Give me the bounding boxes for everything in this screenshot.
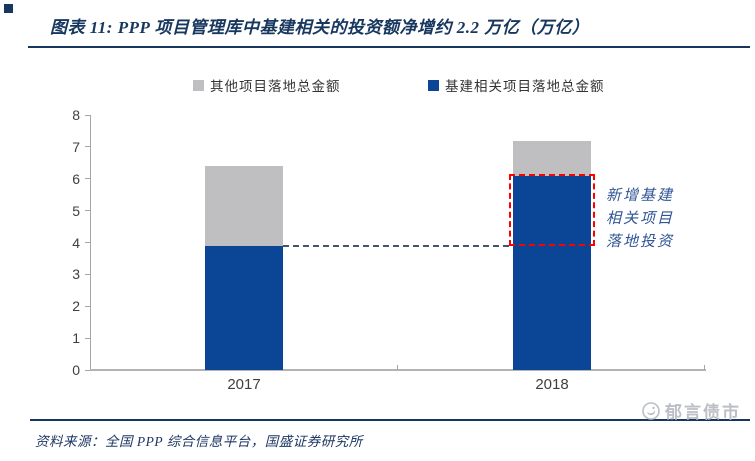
y-tick-label: 0	[72, 362, 80, 378]
legend-label-infra-projects: 基建相关项目落地总金额	[445, 79, 605, 94]
figure-title: 图表 11: PPP 项目管理库中基建相关的投资额净增约 2.2 万亿（万亿）	[50, 18, 590, 37]
y-tick	[85, 178, 90, 180]
y-tick	[85, 242, 90, 243]
y-tick	[85, 305, 90, 307]
bar-2017-other	[205, 166, 283, 246]
x-label-2017: 2017	[227, 376, 261, 393]
brand-watermark: 郁言债市	[641, 398, 741, 423]
y-tick	[85, 273, 90, 275]
annotation-line: 落地投资	[606, 234, 675, 250]
bar-2017-infra	[205, 245, 283, 370]
x-axis-tick-end	[704, 365, 705, 370]
annotation-new-infra-investment: 新增基建 相关项目 落地投资	[606, 185, 674, 254]
y-tick-label: 8	[72, 107, 80, 123]
legend-item-other-projects: 其他项目落地总金额	[193, 77, 341, 94]
x-axis-labels: 2017 2018	[0, 376, 755, 396]
y-tick	[85, 337, 90, 339]
y-tick	[85, 369, 90, 371]
x-label-2018: 2018	[535, 376, 569, 393]
y-axis-line	[90, 115, 91, 370]
reference-dashed-line	[283, 244, 509, 247]
plot-area: 0 1 2 3 4 5 6 7 8 新增基建 相关项目 落地投资	[72, 107, 706, 378]
y-tick-label: 1	[72, 330, 80, 347]
y-tick-label: 6	[72, 170, 80, 187]
y-tick	[85, 146, 90, 148]
y-tick	[85, 210, 90, 212]
legend-item-infra-projects: 基建相关项目落地总金额	[428, 77, 605, 94]
corner-marker	[4, 4, 13, 13]
y-tick-label: 5	[72, 202, 80, 219]
y-tick-label: 2	[72, 298, 80, 315]
x-axis-tick-mid	[397, 365, 398, 370]
y-tick	[85, 114, 90, 116]
brand-logo-icon	[641, 401, 661, 421]
y-tick-label: 7	[72, 138, 80, 155]
annotation-line: 新增基建	[606, 188, 675, 204]
source-note: 资料来源：全国 PPP 综合信息平台，国盛证券研究所	[35, 434, 363, 449]
title-underline	[28, 46, 750, 48]
annotation-line: 相关项目	[606, 211, 675, 227]
legend-swatch-blue	[428, 79, 439, 91]
y-tick-label: 3	[72, 266, 80, 283]
x-axis-line	[90, 369, 706, 371]
footer-rule	[30, 419, 750, 421]
y-tick-label: 4	[72, 234, 80, 251]
highlight-dashed-box	[509, 173, 595, 246]
chart-legend: 其他项目落地总金额 基建相关项目落地总金额	[0, 77, 755, 95]
legend-swatch-gray	[193, 79, 204, 91]
bar-2018-other	[513, 140, 591, 176]
bar-2018-infra	[513, 175, 591, 370]
watermark-text: 郁言债市	[665, 403, 741, 422]
legend-label-other-projects: 其他项目落地总金额	[210, 79, 341, 94]
